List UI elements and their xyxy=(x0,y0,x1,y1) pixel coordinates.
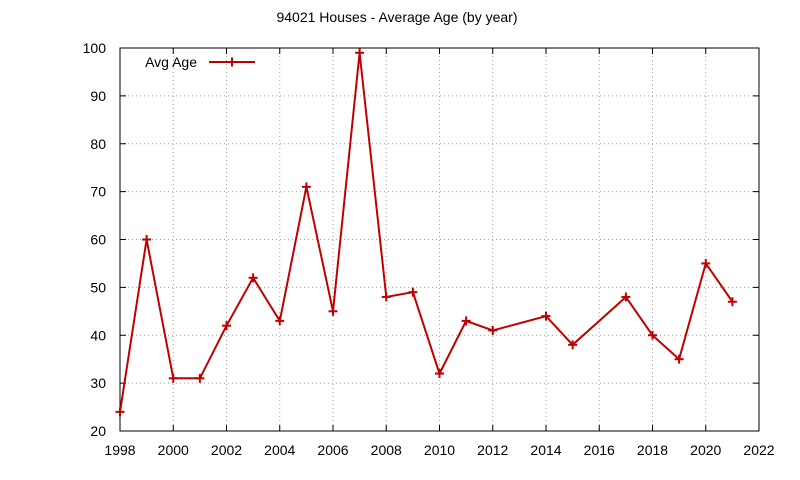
data-point xyxy=(248,273,258,283)
x-tick-label: 2006 xyxy=(317,442,348,458)
data-point xyxy=(328,306,338,316)
data-point xyxy=(408,287,418,297)
data-point xyxy=(701,258,711,268)
data-point xyxy=(461,316,471,326)
x-tick-label: 2004 xyxy=(264,442,295,458)
legend-marker-avg-age xyxy=(227,57,237,67)
x-tick-label: 2014 xyxy=(530,442,561,458)
y-tick-label: 50 xyxy=(90,279,106,295)
x-tick-label: 2000 xyxy=(158,442,189,458)
chart-title: 94021 Houses - Average Age (by year) xyxy=(276,9,517,25)
legend: Avg Age xyxy=(145,54,255,70)
y-tick-label: 20 xyxy=(90,423,106,439)
y-tick-label: 30 xyxy=(90,375,106,391)
x-tick-label: 2002 xyxy=(211,442,242,458)
x-tick-label: 2008 xyxy=(371,442,402,458)
x-tick-label: 2016 xyxy=(584,442,615,458)
data-point xyxy=(435,369,444,379)
x-tick-label: 2022 xyxy=(743,442,774,458)
y-tick-label: 100 xyxy=(83,40,107,56)
y-tick-label: 90 xyxy=(90,88,106,104)
series-line xyxy=(119,52,734,413)
data-point xyxy=(301,182,311,192)
data-point xyxy=(355,48,365,58)
legend-label-avg-age: Avg Age xyxy=(145,54,197,70)
y-tick-label: 60 xyxy=(90,232,106,248)
x-axis-tick-labels: 1998 2000 2002 2004 2006 2008 2010 2012 2014 2016… xyxy=(104,442,774,458)
data-point xyxy=(674,354,684,364)
axis-ticks xyxy=(119,47,760,432)
data-point xyxy=(275,316,285,326)
x-tick-label: 2018 xyxy=(637,442,668,458)
data-point xyxy=(621,292,631,302)
data-point xyxy=(115,407,125,417)
y-tick-label: 70 xyxy=(90,184,106,200)
x-tick-label: 1998 xyxy=(104,442,135,458)
x-tick-label: 2012 xyxy=(477,442,508,458)
data-point xyxy=(381,292,391,302)
y-tick-label: 40 xyxy=(90,327,106,343)
y-axis-tick-labels: 20 30 40 50 60 70 80 90 100 xyxy=(83,40,107,439)
data-point xyxy=(727,297,737,307)
data-point xyxy=(195,373,205,383)
data-point xyxy=(222,321,231,331)
data-point xyxy=(541,311,551,321)
data-point xyxy=(168,373,178,383)
data-point xyxy=(142,235,152,244)
x-tick-label: 2020 xyxy=(690,442,721,458)
data-point xyxy=(648,330,657,340)
data-point xyxy=(488,325,498,335)
y-tick-label: 80 xyxy=(90,136,106,152)
x-tick-label: 2010 xyxy=(424,442,455,458)
data-point xyxy=(568,340,578,350)
series-avg-age xyxy=(115,48,737,417)
